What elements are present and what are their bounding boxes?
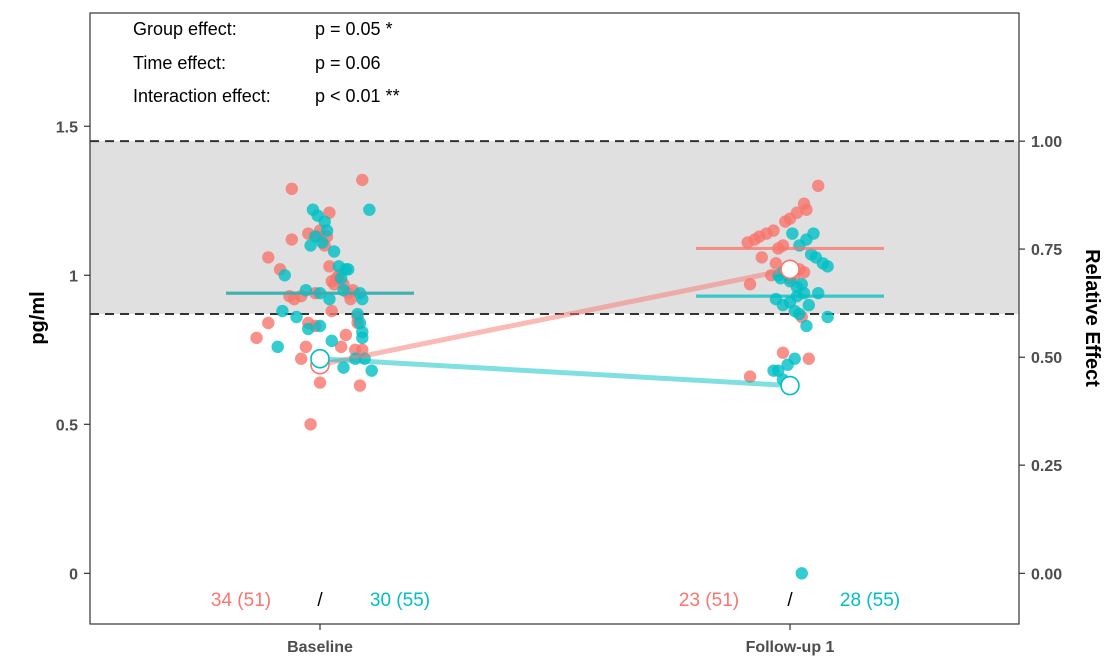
mean-marker-group-a <box>780 259 800 280</box>
y-tick-label: 0 <box>69 566 78 583</box>
data-point-group-a <box>262 316 275 330</box>
followup-count-sep: / <box>787 590 793 611</box>
data-point-group-a <box>262 251 275 264</box>
data-point-group-a <box>285 233 298 246</box>
data-point-group-a <box>812 179 825 193</box>
data-point-group-a <box>800 203 813 216</box>
group-effect-label: Group effect: <box>133 19 237 39</box>
data-point-group-b <box>356 331 369 345</box>
data-point-group-a <box>776 346 790 359</box>
data-point-group-a <box>334 340 348 354</box>
y-tick-label: 1.5 <box>56 119 78 136</box>
baseline-count-group-a: 34 (51) <box>211 590 271 611</box>
data-point-group-b <box>356 292 369 306</box>
data-point-group-b <box>276 304 289 318</box>
data-point-group-b <box>821 260 834 273</box>
y2-tick-label: 0.25 <box>1031 458 1062 475</box>
data-point-group-b <box>786 227 799 240</box>
y2-tick-label: 0.50 <box>1031 350 1062 367</box>
effect-annotations: Group effect: p = 0.05 * Time effect: p … <box>133 19 400 106</box>
data-point-group-b <box>795 567 808 580</box>
sample-counts: 34 (51) / 30 (55) 23 (51) / 28 (55) <box>211 590 900 611</box>
data-point-group-b <box>323 292 336 306</box>
followup-count-group-b: 28 (55) <box>840 590 900 611</box>
time-effect-value: p = 0.06 <box>315 53 381 73</box>
data-point-group-b <box>304 239 317 252</box>
interaction-effect-value: p < 0.01 ** <box>315 86 400 106</box>
time-effect-label: Time effect: <box>133 53 226 73</box>
data-point-group-a <box>349 343 362 356</box>
data-point-group-b <box>271 340 284 354</box>
data-point-group-a <box>802 352 815 365</box>
reference-band <box>90 141 1019 315</box>
data-point-group-a <box>299 340 313 354</box>
data-point-group-b <box>793 307 806 321</box>
data-point-group-a <box>313 376 327 389</box>
data-point-group-a <box>353 379 367 392</box>
data-point-group-a <box>356 173 369 187</box>
data-point-group-a <box>743 278 757 291</box>
data-point-group-a <box>743 370 757 383</box>
data-point-group-a <box>325 304 338 318</box>
y2-tick-label: 1.00 <box>1031 134 1062 151</box>
group-effect-value: p = 0.05 * <box>315 19 393 39</box>
data-point-group-b <box>363 203 376 216</box>
plot-panel <box>89 12 1020 625</box>
mean-marker-group-b <box>780 375 800 396</box>
data-point-group-a <box>769 257 783 270</box>
data-point-group-b <box>290 310 303 324</box>
data-point-group-b <box>313 319 327 333</box>
data-point-group-a <box>797 266 811 279</box>
data-point-group-a <box>285 182 298 196</box>
data-point-group-b <box>325 334 338 348</box>
data-point-group-a <box>755 251 768 264</box>
data-point-group-b <box>337 361 350 374</box>
data-point-group-b <box>802 298 815 312</box>
data-point-group-b <box>278 269 291 282</box>
data-point-group-a <box>779 215 792 228</box>
data-point-group-b <box>365 364 378 377</box>
data-point-group-a <box>295 352 308 365</box>
data-point-group-b <box>788 352 801 365</box>
data-point-group-b <box>821 310 834 324</box>
data-point-group-a <box>339 328 353 342</box>
baseline-count-sep: / <box>317 590 323 611</box>
data-point-group-a <box>767 224 780 237</box>
mean-marker-group-b <box>310 348 330 369</box>
mean-trend-group-a <box>317 266 793 368</box>
data-point-group-b <box>800 319 813 333</box>
followup-count-group-a: 23 (51) <box>679 590 739 611</box>
data-point-group-a <box>250 331 263 345</box>
data-point-group-b <box>302 322 315 336</box>
y2-tick-label: 0.75 <box>1031 242 1062 259</box>
data-point-group-a <box>790 206 804 219</box>
data-point-group-b <box>342 263 355 276</box>
x-tick-label: Baseline <box>287 639 353 656</box>
y-axis-title: pg/ml <box>27 291 49 344</box>
data-point-group-b <box>320 224 334 237</box>
data-point-group-b <box>807 227 820 240</box>
baseline-count-group-b: 30 (55) <box>370 590 430 611</box>
y-tick-label: 0.5 <box>56 417 78 434</box>
mean-trend-group-b <box>317 356 793 389</box>
data-point-group-a <box>304 418 317 431</box>
y2-axis-title: Relative Effect <box>1081 249 1103 387</box>
y-tick-label: 1 <box>69 268 78 285</box>
data-point-group-b <box>327 245 341 258</box>
y2-tick-label: 0.00 <box>1031 566 1062 583</box>
data-point-group-a <box>344 292 357 306</box>
interaction-effect-label: Interaction effect: <box>133 86 271 106</box>
x-tick-label: Follow-up 1 <box>746 639 835 656</box>
data-point-group-a <box>323 260 336 273</box>
